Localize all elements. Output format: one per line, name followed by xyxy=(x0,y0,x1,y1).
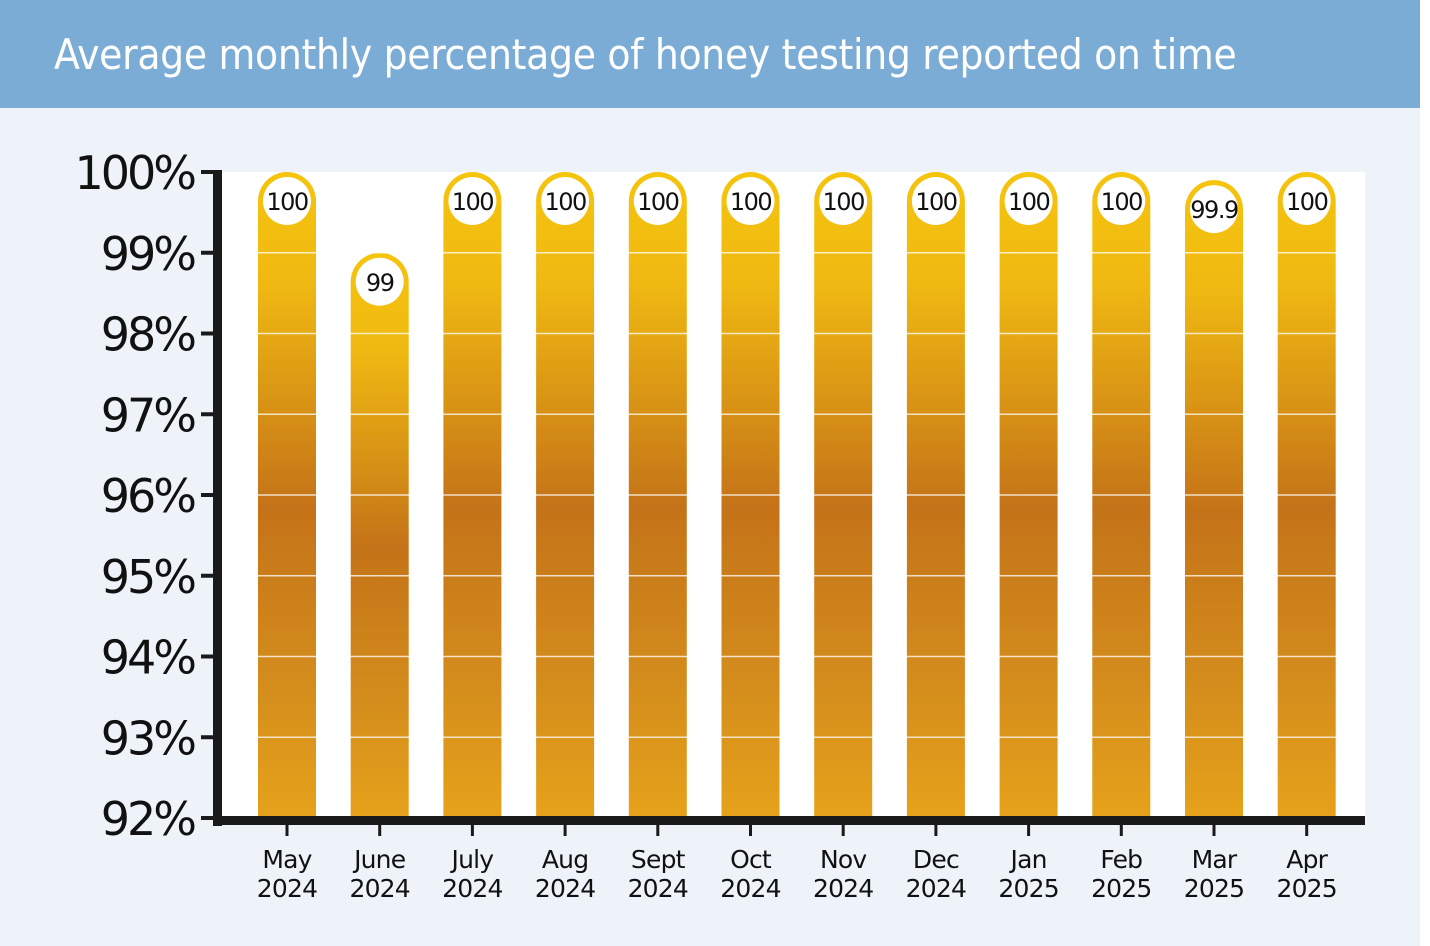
bar-value-label: 99 xyxy=(366,269,394,297)
x-tick-label-year: 2024 xyxy=(535,874,595,903)
bar xyxy=(350,252,409,818)
x-tick-label-year: 2024 xyxy=(349,874,409,903)
x-tick-label-month: Feb xyxy=(1100,845,1142,874)
bar-value-label: 100 xyxy=(637,188,679,216)
bar xyxy=(1185,180,1243,818)
y-tick-label: 95% xyxy=(101,550,196,604)
x-tick-label-month: Oct xyxy=(730,845,772,874)
x-tick-label-month: June xyxy=(352,845,406,874)
y-tick-label: 98% xyxy=(101,308,196,362)
x-tick-label-year: 2025 xyxy=(1276,874,1336,903)
x-tick-label-year: 2024 xyxy=(906,874,966,903)
bar-value-label: 100 xyxy=(544,188,586,216)
x-tick-label-month: July xyxy=(450,845,495,874)
x-tick-label-month: Dec xyxy=(913,845,959,874)
x-tick-label-month: Nov xyxy=(820,845,867,874)
value-bubble xyxy=(1282,177,1331,225)
x-tick-label-year: 2024 xyxy=(257,874,317,903)
bar-value-label: 100 xyxy=(1286,188,1328,216)
x-tick-label-month: Jan xyxy=(1009,845,1047,874)
y-tick-label: 99% xyxy=(101,227,196,281)
x-tick-label-month: Mar xyxy=(1192,845,1238,874)
y-tick-label: 92% xyxy=(101,792,196,846)
bar-value-label: 100 xyxy=(1008,188,1050,216)
x-tick-label-year: 2025 xyxy=(1184,874,1244,903)
y-tick-label: 93% xyxy=(101,711,196,765)
x-tick-label-year: 2024 xyxy=(628,874,688,903)
x-tick-label-year: 2025 xyxy=(1091,874,1151,903)
x-axis-line xyxy=(213,816,1365,825)
x-tick-label-year: 2025 xyxy=(998,874,1058,903)
x-tick-label-month: Apr xyxy=(1286,845,1328,874)
bar-value-label: 100 xyxy=(1101,188,1143,216)
value-bubble xyxy=(633,177,682,225)
bar-value-label: 100 xyxy=(915,188,957,216)
y-tick-label: 96% xyxy=(101,469,196,523)
value-bubble xyxy=(263,177,311,225)
value-bubble xyxy=(448,177,497,225)
x-tick-label-month: Sept xyxy=(631,845,686,874)
x-tick-label-month: Aug xyxy=(542,845,588,874)
x-tick-label-year: 2024 xyxy=(720,874,780,903)
title-banner: Average monthly percentage of honey test… xyxy=(0,0,1420,108)
plot-area xyxy=(222,172,1365,822)
bar-value-label: 99.9 xyxy=(1190,196,1238,224)
y-tick-label: 97% xyxy=(101,388,196,442)
value-bubble xyxy=(726,177,775,225)
x-tick-label-month: May xyxy=(262,845,312,874)
bar-value-label: 100 xyxy=(266,188,308,216)
chart-title: Average monthly percentage of honey test… xyxy=(54,30,1237,79)
x-tick-label-year: 2024 xyxy=(442,874,502,903)
y-axis-line xyxy=(213,170,222,826)
bar-value-label: 100 xyxy=(730,188,772,216)
x-tick-label-year: 2024 xyxy=(813,874,873,903)
value-bubble xyxy=(819,177,868,225)
bar-value-label: 100 xyxy=(452,188,494,216)
y-tick-label: 94% xyxy=(101,631,196,685)
value-bubble xyxy=(911,177,960,225)
value-bubble xyxy=(355,257,404,306)
value-bubble xyxy=(541,177,590,225)
value-bubble xyxy=(1004,177,1053,225)
bar-value-label: 100 xyxy=(823,188,865,216)
value-bubble xyxy=(1097,177,1146,225)
y-tick-label: 100% xyxy=(74,146,195,200)
value-bubble xyxy=(1190,185,1238,234)
